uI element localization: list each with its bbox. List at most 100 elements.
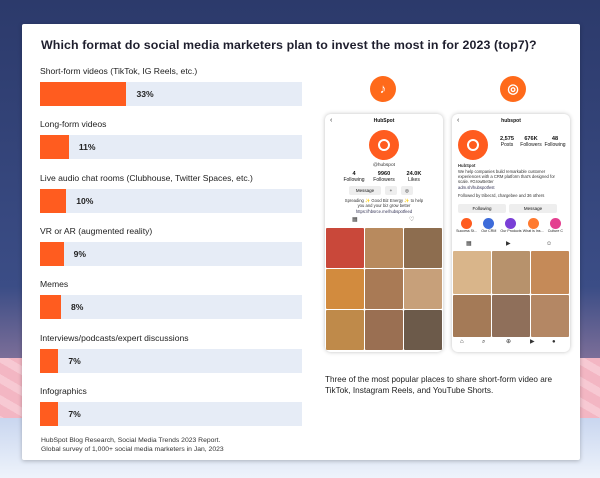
add-nav-icon: ⊕ [506,339,512,345]
highlight-label: Our Products [500,229,522,233]
reel-thumbnail [492,251,530,294]
video-thumbnail [404,310,442,350]
video-thumbnail [365,310,403,350]
reel-thumbnail [492,294,530,337]
instagram-following-button: Following [458,204,506,213]
hubspot-logo [369,130,399,160]
phone-mockups: ♪ ◎ ‹ HubSpot @hubspot 4 Following 9960 Fo… [325,76,570,356]
tiktok-video-grid [326,228,442,350]
instagram-highlights: Success St... Our CRM Our Products What … [456,218,566,240]
instagram-icon: ◎ [500,76,526,102]
category-label: Live audio chat rooms (Clubhouse, Twitte… [40,172,253,183]
highlight-circle [483,218,495,229]
tiktok-stat: 9960 Followers [373,171,395,183]
add-friend-icon: + [385,186,397,195]
instagram-followed-by: Followed by tribecrd, chargebee and 36 o… [458,193,545,198]
tiktok-message-button: Message [349,186,381,195]
instagram-name: HubSpot [458,163,476,168]
tiktok-stat: 24.0K Likes [406,171,422,183]
search-nav-icon: ⌕ [482,339,486,345]
video-thumbnail [404,228,442,268]
bar-row: Short-form videos (TikTok, IG Reels, etc… [40,66,305,116]
tiktok-bio: Spreading ✨ Good Biz Energy ✨ to help yo… [344,198,424,208]
reel-thumbnail [453,251,491,294]
video-thumbnail [365,228,403,268]
reels-nav-icon: ▶ [530,339,535,345]
reel-thumbnail [453,294,491,337]
category-label: Long-form videos [40,119,107,130]
chart-title: Which format do social media marketers p… [41,38,537,52]
category-label: VR or AR (augmented reality) [40,225,153,236]
home-nav-icon: ⌂ [460,339,464,345]
value-label: 9% [73,248,86,259]
tiktok-link: https://hbsrce.me/hubspotfeed [355,209,413,214]
video-thumbnail [365,269,403,309]
value-label: 8% [70,302,84,313]
bar-track: 11% [40,135,302,160]
value-label: 7% [68,355,81,366]
bar [40,295,61,320]
highlight-label: Culture C [547,229,563,233]
highlight-label: Our CRM [481,229,497,233]
bar [40,82,127,106]
grid-tab-icon: ▦ [352,217,358,223]
bar-track: 8% [40,295,302,320]
bar-row: Interviews/podcasts/expert discussions 7% [40,333,305,383]
value-label: 7% [68,408,81,419]
instagram-message-button: Message [509,204,557,213]
category-label: Interviews/podcasts/expert discussions [40,332,189,343]
instagram-stat: 676K Followers [520,136,542,148]
highlight-item: What is Ins... [523,218,544,240]
reels-tab-icon: ▶ [506,241,511,247]
highlight-label: What is Ins... [522,229,544,233]
video-thumbnail [326,310,364,350]
highlight-label: Success St... [456,229,478,233]
instagram-reels-grid [453,251,569,337]
reel-thumbnail [531,251,569,294]
profile-nav-icon: ● [552,339,556,345]
category-label: Infographics [40,385,87,396]
caption: Three of the most popular places to shar… [325,375,553,395]
tiktok-icon: ♪ [370,76,396,102]
highlight-item: Culture C [545,218,566,240]
tiktok-profile-header: HubSpot [373,118,395,124]
highlight-item: Success St... [456,218,477,240]
bar-row: Memes 8% [40,279,305,329]
instagram-link-icon: ◎ [401,186,413,195]
reel-thumbnail [531,294,569,337]
highlight-item: Our CRM [478,218,499,240]
instagram-bio: We help companies build remarkable custo… [458,169,555,184]
liked-tab-icon: ♡ [409,217,415,223]
hubspot-logo [458,130,488,160]
bar-row: Live audio chat rooms (Clubhouse, Twitte… [40,173,305,223]
back-arrow-icon: ‹ [330,117,333,124]
bar-row: Infographics 7% [40,386,305,436]
video-thumbnail [404,269,442,309]
bar [40,348,59,373]
bar [40,135,69,160]
bar-row: Long-form videos 11% [40,119,305,169]
source-note: HubSpot Blog Research, Social Media Tren… [41,436,321,454]
value-label: 11% [78,142,96,153]
tagged-tab-icon: ☺ [546,241,553,247]
instagram-phone-screenshot: ‹ hubspot 2,575 Posts 676K Followers 48 Fol… [452,114,570,352]
highlight-circle [461,218,473,229]
category-label: Short-form videos (TikTok, IG Reels, etc… [40,66,198,76]
highlight-circle [505,218,517,229]
bar-chart: Short-form videos (TikTok, IG Reels, etc… [40,66,305,436]
back-arrow-icon: ‹ [457,117,460,124]
instagram-profile-header: hubspot [501,118,521,124]
tiktok-phone-screenshot: ‹ HubSpot @hubspot 4 Following 9960 Follow… [325,114,443,352]
video-thumbnail [326,269,364,309]
source-line: Global survey of 1,000+ social media mar… [41,446,224,453]
instagram-stat: 48 Following [544,136,566,148]
highlight-circle [527,218,539,229]
instagram-link: adm.sh/hubspotfest [458,185,495,190]
grid-tab-icon: ▦ [466,241,472,247]
bar-track: 7% [40,401,302,426]
bar [40,241,64,266]
video-thumbnail [326,228,364,268]
tiktok-stat: 4 Following [343,171,365,183]
instagram-stat: 2,575 Posts [500,136,514,148]
bar-track: 10% [40,188,302,213]
